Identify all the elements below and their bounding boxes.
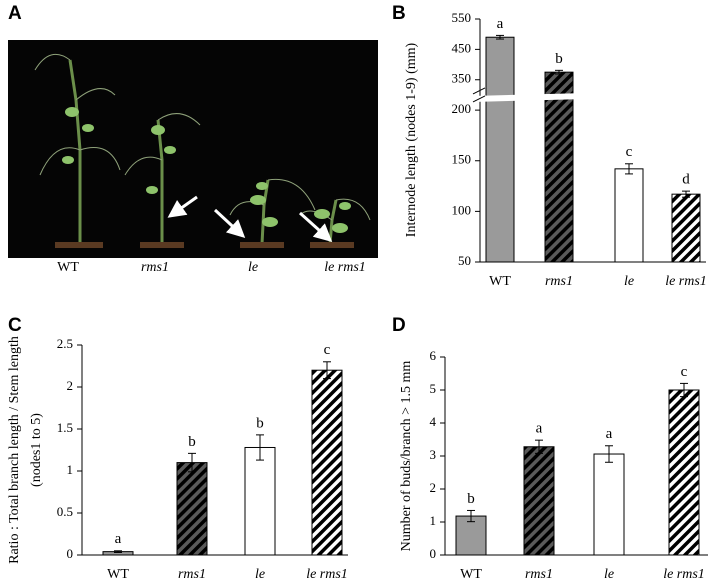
x-tick-label: rms1 bbox=[178, 567, 206, 582]
significance-letter: a bbox=[606, 426, 613, 442]
y-tick-label: 150 bbox=[452, 152, 472, 167]
bar bbox=[176, 462, 208, 556]
bar bbox=[668, 389, 700, 556]
error-bar bbox=[555, 69, 563, 75]
y-axis-label: Ratio : Total branch length / Stem lengt… bbox=[7, 336, 22, 564]
x-tick-label: le bbox=[604, 567, 614, 582]
error-bar bbox=[625, 163, 633, 175]
significance-letter: b bbox=[467, 491, 475, 507]
y-axis-label: (nodes1 to 5) bbox=[29, 413, 44, 487]
bar bbox=[523, 446, 555, 556]
axis-break bbox=[472, 89, 706, 102]
y-tick-label: 50 bbox=[458, 253, 471, 268]
photo-caption: WT bbox=[57, 260, 79, 275]
panel-label: B bbox=[392, 3, 406, 24]
y-tick-label: 3 bbox=[430, 447, 437, 462]
error-bar bbox=[188, 452, 196, 473]
y-tick-label: 1.5 bbox=[57, 420, 73, 435]
bar bbox=[311, 369, 343, 556]
bar bbox=[671, 193, 701, 263]
panel-label: A bbox=[8, 3, 22, 24]
significance-letter: b bbox=[256, 415, 264, 431]
axis-break-mark bbox=[472, 87, 486, 95]
bar bbox=[485, 36, 515, 263]
error-bar bbox=[605, 445, 613, 463]
x-tick-label: WT bbox=[107, 567, 129, 582]
significance-letter: a bbox=[497, 16, 504, 32]
y-tick-label: 550 bbox=[452, 10, 472, 25]
y-tick-label: 2.5 bbox=[57, 336, 73, 351]
y-tick-label: 4 bbox=[430, 414, 437, 429]
error-bar bbox=[256, 434, 264, 461]
y-tick-label: 100 bbox=[452, 202, 472, 217]
y-tick-label: 1 bbox=[67, 462, 74, 477]
x-tick-label: le rms1 bbox=[306, 567, 348, 582]
significance-letter: c bbox=[681, 364, 688, 380]
y-tick-label: 0.5 bbox=[57, 504, 73, 519]
y-tick-label: 5 bbox=[430, 381, 437, 396]
x-tick-label: le rms1 bbox=[665, 274, 707, 289]
x-tick-label: rms1 bbox=[545, 274, 573, 289]
bar bbox=[544, 71, 574, 263]
error-bar bbox=[682, 190, 690, 198]
significance-letter: a bbox=[536, 421, 543, 437]
significance-letter: b bbox=[188, 434, 196, 450]
photo-caption: le bbox=[248, 260, 258, 275]
y-axis-label: Internode length (nodes 1-9) (mm) bbox=[404, 42, 419, 237]
y-tick-label: 450 bbox=[452, 40, 472, 55]
significance-letter: a bbox=[115, 531, 122, 547]
y-tick-label: 0 bbox=[430, 546, 437, 561]
y-tick-label: 2 bbox=[430, 480, 437, 495]
y-tick-label: 6 bbox=[430, 348, 437, 363]
panel-label: D bbox=[392, 315, 406, 336]
bar bbox=[593, 453, 625, 556]
panel-label: C bbox=[8, 315, 22, 336]
error-bar bbox=[467, 509, 475, 523]
error-bar bbox=[323, 361, 331, 380]
significance-letter: b bbox=[555, 51, 563, 67]
significance-letter: d bbox=[682, 172, 690, 188]
x-tick-label: WT bbox=[489, 274, 511, 289]
photo-caption: rms1 bbox=[141, 260, 169, 275]
photo bbox=[8, 40, 378, 258]
x-tick-label: le bbox=[255, 567, 265, 582]
y-tick-label: 200 bbox=[452, 101, 472, 116]
error-bar bbox=[496, 34, 504, 40]
y-tick-label: 350 bbox=[452, 71, 472, 86]
y-axis-label: Number of buds/branch > 1.5 mm bbox=[399, 361, 414, 552]
error-bar bbox=[535, 439, 543, 454]
bar bbox=[614, 168, 644, 263]
x-tick-label: le rms1 bbox=[663, 567, 705, 582]
y-tick-label: 2 bbox=[67, 378, 74, 393]
x-tick-label: le bbox=[624, 274, 634, 289]
axis-break-mark bbox=[472, 95, 486, 103]
photo-caption: le rms1 bbox=[324, 260, 366, 275]
error-bar bbox=[114, 550, 122, 553]
bar bbox=[244, 446, 276, 556]
significance-letter: c bbox=[324, 342, 331, 358]
y-tick-label: 1 bbox=[430, 513, 437, 528]
y-tick-label: 0 bbox=[67, 546, 74, 561]
error-bar bbox=[680, 382, 688, 398]
x-tick-label: WT bbox=[460, 567, 482, 582]
bar bbox=[455, 515, 487, 556]
x-tick-label: rms1 bbox=[525, 567, 553, 582]
significance-letter: c bbox=[626, 144, 633, 160]
